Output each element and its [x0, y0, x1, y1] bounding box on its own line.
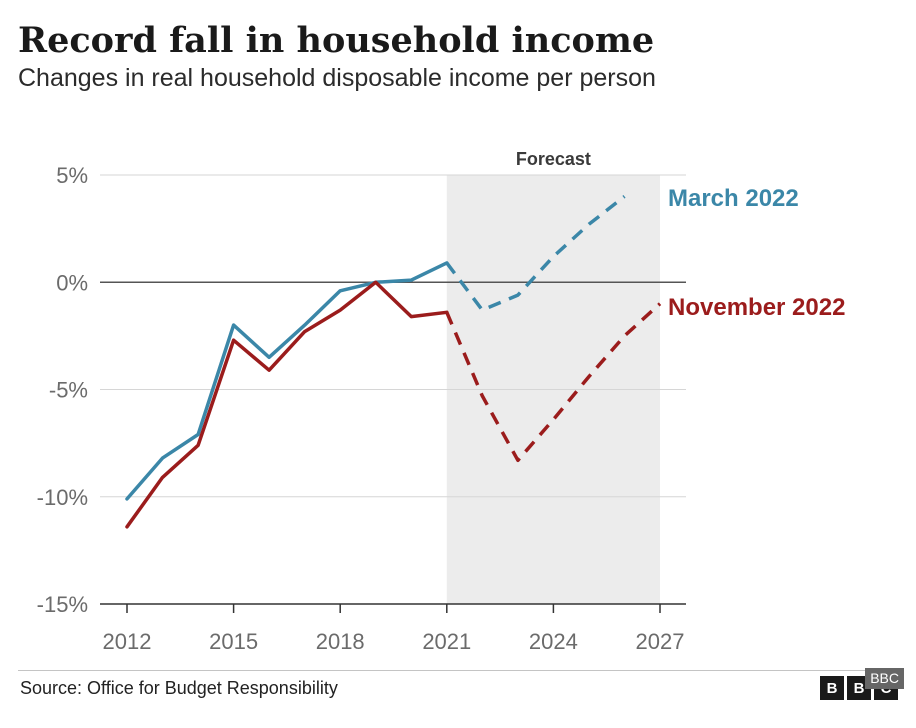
y-tick-label: 5%	[56, 163, 88, 188]
chart-subtitle: Changes in real household disposable inc…	[18, 64, 656, 92]
series-line-march-2022-actual	[125, 261, 449, 501]
series-line-march-2022-forecast	[445, 195, 626, 312]
y-tick-label: -10%	[37, 485, 88, 510]
source-note: Source: Office for Budget Responsibility	[20, 678, 338, 698]
x-tick-label: 2018	[316, 629, 365, 654]
chart-title: Record fall in household income	[18, 20, 655, 61]
x-tick-label: 2015	[209, 629, 258, 654]
y-tick-label: -5%	[49, 378, 88, 403]
series-line-november-2022-forecast	[445, 302, 662, 463]
y-tick-label: -15%	[37, 592, 88, 617]
x-tick-label: 2024	[529, 629, 578, 654]
bbc-logo-caption: BBC	[865, 668, 904, 689]
x-tick-label: 2027	[636, 629, 685, 654]
series-label-march-2022: March 2022	[668, 185, 799, 212]
x-tick-label: 2012	[103, 629, 152, 654]
forecast-label: Forecast	[516, 149, 591, 169]
y-tick-label: 0%	[56, 270, 88, 295]
footer-divider	[18, 670, 898, 671]
bbc-logo-block: B	[820, 676, 844, 700]
x-tick-label: 2021	[422, 629, 471, 654]
series-line-november-2022-actual	[125, 280, 449, 529]
line-chart: Forecast 5% 0% -5% -10% -15% 2012 2015 2018 2021 2…	[37, 149, 846, 654]
series-label-november-2022: November 2022	[668, 294, 845, 321]
